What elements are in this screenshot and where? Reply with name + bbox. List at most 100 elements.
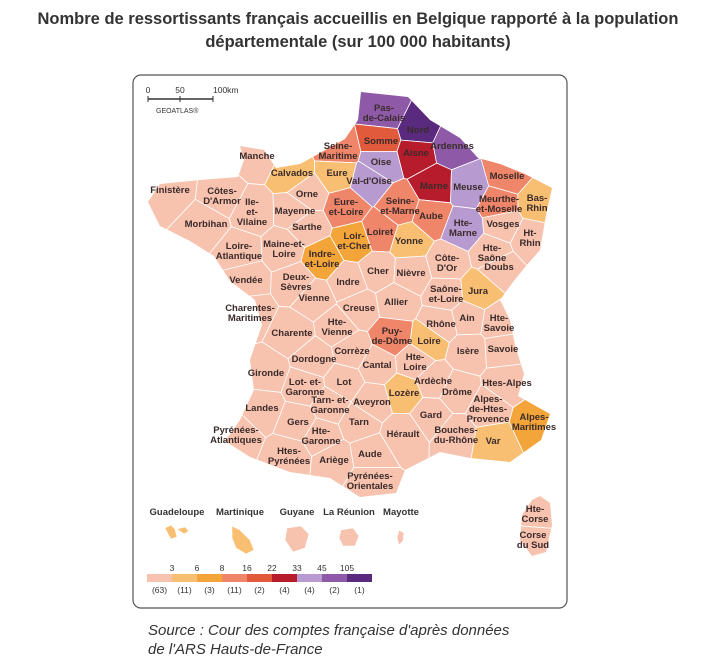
department-label: Hte- bbox=[490, 313, 508, 324]
legend: (63) (11) (3) (11) (2) (4) (4) (2) (1) 3 6 8 16 22 33 4… bbox=[147, 563, 372, 595]
department-label: et-Loire bbox=[329, 207, 364, 218]
department-label: Aveyron bbox=[353, 397, 391, 408]
department-label: Hte- bbox=[454, 218, 472, 229]
department-label: Corrèze bbox=[334, 346, 369, 357]
department-label: Vienne bbox=[322, 327, 353, 338]
legend-swatch bbox=[222, 574, 247, 582]
department-label: Aube bbox=[419, 211, 443, 222]
department-label: Garonne bbox=[301, 436, 340, 447]
department-label: Alpes- bbox=[473, 394, 502, 405]
overseas-shape bbox=[338, 527, 360, 547]
department-label: et-Marne bbox=[380, 206, 420, 217]
department-label: Calvados bbox=[271, 168, 313, 179]
legend-break: 33 bbox=[292, 563, 302, 573]
department-label: Deux- bbox=[283, 272, 309, 283]
legend-count: (4) bbox=[279, 585, 290, 595]
department-label: Finistère bbox=[150, 185, 190, 196]
department-label: Côtes- bbox=[207, 186, 237, 197]
department-label: Rhône bbox=[426, 319, 456, 330]
department-label: Somme bbox=[364, 136, 398, 147]
department-label: Gironde bbox=[248, 368, 284, 379]
overseas-shape bbox=[284, 525, 310, 553]
overseas-label: Martinique bbox=[216, 507, 264, 518]
department-label: de-Calais bbox=[363, 113, 405, 124]
department-label: Charente bbox=[271, 328, 312, 339]
overseas-shape bbox=[164, 524, 190, 540]
department-label: Gers bbox=[287, 417, 309, 428]
department-label: Tarn bbox=[349, 417, 369, 428]
overseas-shape bbox=[231, 525, 255, 555]
department-label: Pas- bbox=[374, 103, 394, 114]
legend-swatch bbox=[147, 574, 172, 582]
department-label: Moselle bbox=[490, 171, 525, 182]
department-label: Hte- bbox=[526, 504, 544, 515]
department-label: Eure bbox=[326, 168, 347, 179]
department-label: Savoie bbox=[484, 323, 515, 334]
department-label: Nord bbox=[407, 125, 429, 136]
department-label: Maritime bbox=[318, 151, 357, 162]
department-label: Gard bbox=[420, 410, 442, 421]
department-label: Loir- bbox=[343, 231, 364, 242]
legend-break: 3 bbox=[170, 563, 175, 573]
title-line: Nombre de ressortissants français accuei… bbox=[38, 10, 679, 28]
department-label: Côte- bbox=[435, 253, 459, 264]
department-label: et-Cher bbox=[337, 241, 371, 252]
department-label: Alpes- bbox=[519, 412, 548, 423]
department-label: de-Dôme bbox=[372, 336, 413, 347]
overseas-shape bbox=[396, 529, 405, 546]
department-label: Provence bbox=[467, 414, 510, 425]
department-label: Sèvres bbox=[280, 282, 311, 293]
department-label: Hte- bbox=[483, 243, 501, 254]
legend-swatch bbox=[172, 574, 197, 582]
department-label: Yonne bbox=[395, 236, 423, 247]
department-label: Val-d'Oise bbox=[346, 176, 392, 187]
department-label: Seine- bbox=[324, 141, 353, 152]
department-label: Bouches- bbox=[434, 425, 477, 436]
overseas-label: La Réunion bbox=[323, 507, 375, 518]
department-label: Tarn- et- bbox=[311, 395, 348, 406]
department-label: Ain bbox=[459, 313, 475, 324]
legend-break: 45 bbox=[317, 563, 327, 573]
legend-count: (11) bbox=[177, 585, 192, 595]
department-label: Maritimes bbox=[228, 313, 272, 324]
legend-break: 8 bbox=[220, 563, 225, 573]
overseas-label: Guyane bbox=[280, 507, 315, 518]
department-label: Saône bbox=[478, 253, 507, 264]
department-label: Loire bbox=[417, 336, 440, 347]
department-label: D'Armor bbox=[203, 196, 241, 207]
department-label: Orne bbox=[296, 189, 318, 200]
department-label: Hte- bbox=[406, 352, 424, 363]
department-label: Vosges bbox=[486, 219, 519, 230]
department-label: Corse bbox=[520, 530, 547, 541]
department-label: Corse bbox=[522, 514, 549, 525]
overseas-label: Guadeloupe bbox=[150, 507, 205, 518]
department-label: D'Or bbox=[437, 263, 458, 274]
department-label: Creuse bbox=[343, 303, 375, 314]
department-label: Saône- bbox=[430, 284, 462, 295]
department-label: Marne bbox=[420, 181, 448, 192]
department-label: Cantal bbox=[362, 360, 391, 371]
department-label: Ariège bbox=[319, 455, 349, 466]
department-label: Lot- et- bbox=[289, 377, 321, 388]
department-label: Maine-et- bbox=[263, 239, 305, 250]
scale-label: 50 bbox=[175, 85, 185, 95]
department-label: Seine- bbox=[386, 196, 415, 207]
department-label: Allier bbox=[384, 297, 408, 308]
source-line: Source : Cour des comptes française d'ap… bbox=[148, 622, 510, 639]
department-label: Landes bbox=[245, 403, 278, 414]
department-label: Doubs bbox=[484, 262, 514, 273]
title-line: départementale (sur 100 000 habitants) bbox=[205, 33, 510, 51]
department-label: Sarthe bbox=[292, 222, 322, 233]
department-label: Vendée bbox=[229, 275, 262, 286]
legend-break: 6 bbox=[195, 563, 200, 573]
overseas: Guadeloupe Martinique Guyane La Réunion Mayo… bbox=[150, 507, 419, 555]
department-label: Htes- bbox=[277, 446, 301, 457]
department-label: Nièvre bbox=[396, 268, 425, 279]
legend-swatch bbox=[247, 574, 272, 582]
department-label: Loire bbox=[403, 362, 426, 373]
legend-swatch bbox=[272, 574, 297, 582]
department-label: Hte- bbox=[312, 426, 330, 437]
legend-count: (63) bbox=[152, 585, 167, 595]
department-label: Htes-Alpes bbox=[482, 378, 532, 389]
